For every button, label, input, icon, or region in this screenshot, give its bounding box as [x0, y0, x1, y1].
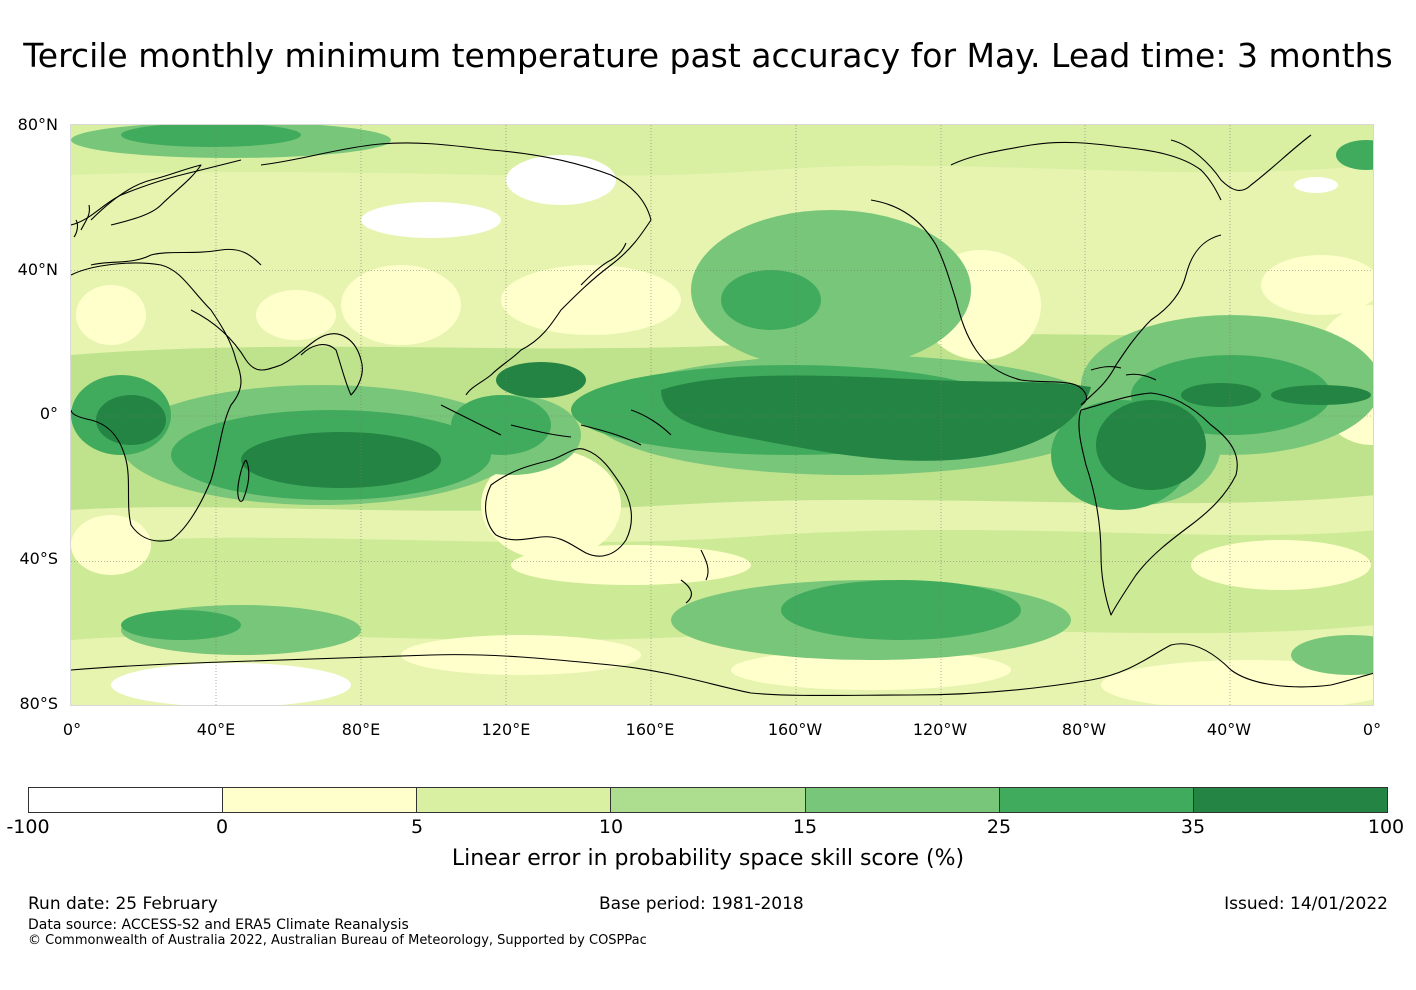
- lon-label-160e: 160°E: [625, 720, 675, 739]
- lat-label-80n: 80°N: [17, 115, 58, 134]
- colorbar-bin-6: [999, 788, 1194, 812]
- lon-label-160w: 160°W: [767, 720, 823, 739]
- coastline-caribbean: [1090, 365, 1157, 381]
- coastlines: [71, 134, 1373, 697]
- lon-label-80w: 80°W: [1061, 720, 1107, 739]
- colorbar-tick: 15: [792, 816, 818, 838]
- skill-score-map: [70, 124, 1374, 706]
- lon-label-80e: 80°E: [341, 720, 381, 739]
- lon-label-0-left: 0°: [62, 720, 82, 739]
- lon-label-0-right: 0°: [1362, 720, 1382, 739]
- map-canvas: [71, 125, 1373, 705]
- colorbar-tick: 100: [1367, 816, 1405, 838]
- colorbar-tick: 35: [1180, 816, 1206, 838]
- colorbar-tick: 0: [215, 816, 229, 838]
- coastline-greenland: [1170, 134, 1312, 191]
- coastline-madagascar: [237, 459, 250, 502]
- graticule: [71, 125, 1373, 705]
- data-source: Data source: ACCESS-S2 and ERA5 Climate …: [28, 917, 409, 933]
- coastline-japan: [580, 242, 627, 286]
- colorbar-bin-4: [611, 788, 806, 812]
- lon-label-120w: 120°W: [912, 720, 968, 739]
- colorbar-bin-5: [805, 788, 1000, 812]
- chart-title: Tercile monthly minimum temperature past…: [23, 36, 1393, 75]
- lon-label-120e: 120°E: [481, 720, 531, 739]
- lon-label-40w: 40°W: [1206, 720, 1252, 739]
- lat-label-0: 0°: [39, 404, 58, 423]
- colorbar-tick: 5: [410, 816, 424, 838]
- colorbar-tick: 25: [986, 816, 1012, 838]
- colorbar-tick: 10: [598, 816, 624, 838]
- base-period: Base period: 1981-2018: [599, 894, 804, 914]
- coastline-north-asia: [260, 142, 652, 221]
- coastline-scandinavia: [90, 164, 202, 226]
- colorbar-bin-3: [417, 788, 612, 812]
- colorbar-tick: -100: [6, 816, 50, 838]
- coastline-east-asia: [465, 219, 652, 396]
- lat-label-80s: 80°S: [19, 694, 58, 713]
- colorbar-bin-2: [223, 788, 418, 812]
- colorbar-label: Linear error in probability space skill …: [451, 846, 965, 871]
- coastline-europe: [71, 159, 262, 266]
- coastline-south-america: [1078, 392, 1238, 616]
- coastline-north-america: [870, 199, 1222, 406]
- coastline-africa: [71, 262, 242, 542]
- issued-date: Issued: 14/01/2022: [1224, 894, 1388, 914]
- coastline-australia: [485, 448, 632, 557]
- lat-label-40s: 40°S: [19, 549, 58, 568]
- coastline-antarctica: [71, 643, 1373, 697]
- lon-label-40e: 40°E: [196, 720, 236, 739]
- coastline-arctic-canada: [950, 141, 1222, 201]
- skill-field-very-high: [96, 362, 1371, 490]
- run-date: Run date: 25 February: [28, 894, 218, 914]
- colorbar-bin-1: [29, 788, 224, 812]
- coastline-south-asia: [190, 309, 363, 396]
- colorbar: [28, 787, 1388, 813]
- lat-label-40n: 40°N: [17, 260, 58, 279]
- coastline-maritime-se-asia: [440, 404, 672, 446]
- copyright-notice: © Commonwealth of Australia 2022, Austra…: [28, 933, 647, 948]
- coastline-new-zealand: [680, 549, 709, 604]
- colorbar-bin-7: [1193, 788, 1387, 812]
- coastline-uk: [73, 204, 90, 238]
